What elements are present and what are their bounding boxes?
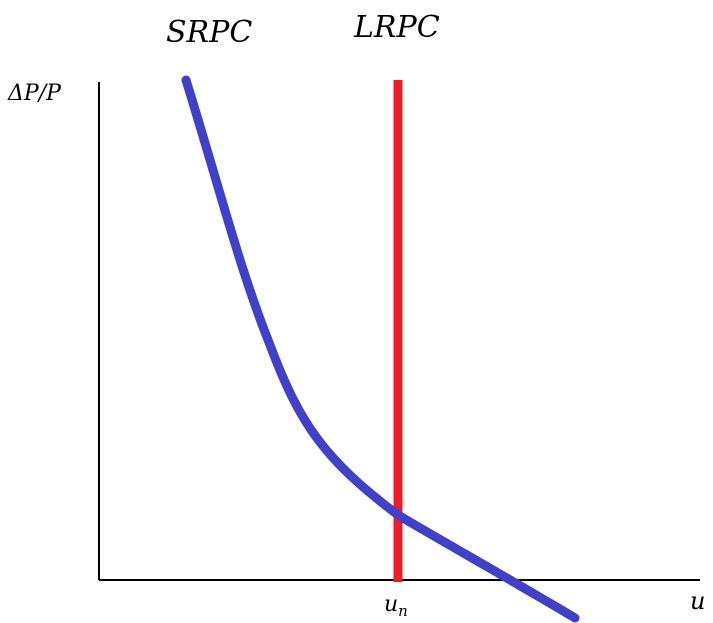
x-tick-label-main: u [384, 592, 398, 617]
x-tick-label-un: un [384, 592, 408, 620]
srpc-curve [181, 75, 580, 623]
srpc-label: SRPC [166, 15, 252, 50]
x-axis-label: u [690, 587, 705, 615]
lrpc-label: LRPC [353, 10, 440, 45]
y-axis-label: ΔP/P [7, 81, 62, 106]
x-tick-label-sub: n [398, 602, 408, 620]
